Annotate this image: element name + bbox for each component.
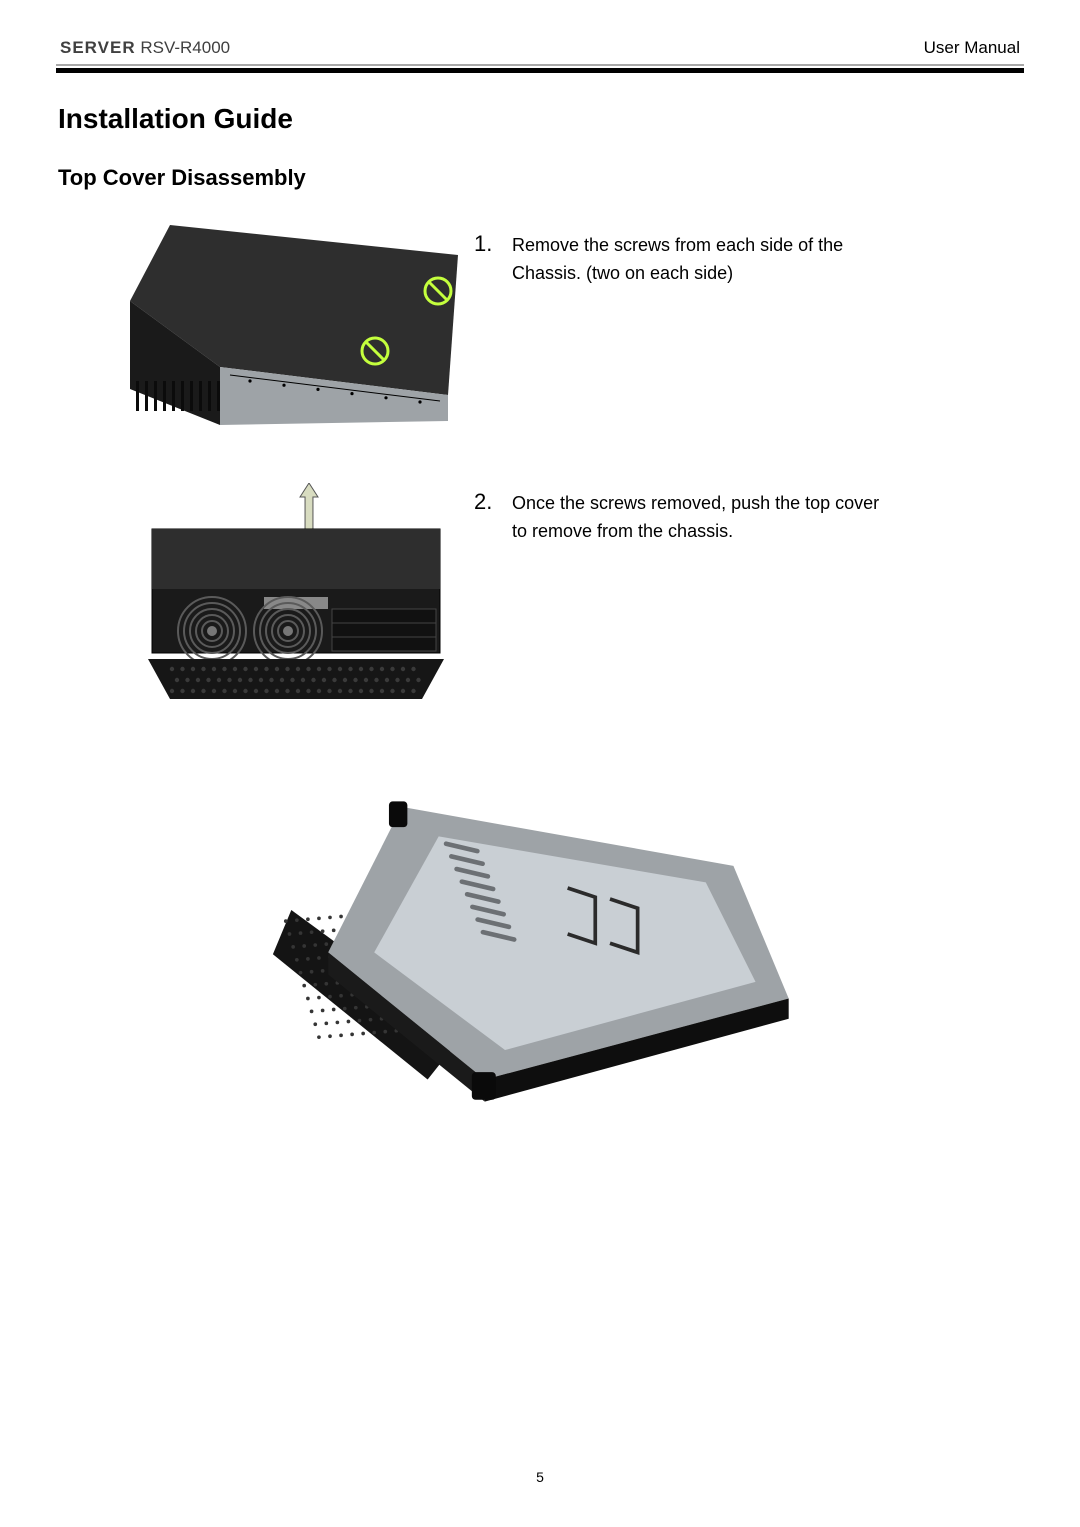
section-subtitle: Top Cover Disassembly (58, 165, 1080, 191)
header-rule-thick (56, 68, 1024, 73)
figure-2-chassis-front (148, 483, 444, 703)
header-right: User Manual (924, 38, 1020, 58)
step-2-row: 2. Once the screws removed, push the top… (0, 483, 1080, 703)
step-2-text: Once the screws removed, push the top co… (512, 489, 882, 547)
step-2-number: 2. (468, 489, 512, 547)
header-rule-thin (56, 64, 1024, 66)
header-prefix: SERVER (60, 38, 136, 57)
figure-1-chassis-side (130, 225, 458, 425)
step-1-text: Remove the screws from each side of the … (512, 231, 882, 289)
figure-3-chassis-open (270, 759, 810, 1109)
page-number: 5 (0, 1469, 1080, 1485)
step-1-number: 1. (468, 231, 512, 289)
header-model: RSV-R4000 (140, 38, 230, 57)
header-left: SERVER RSV-R4000 (60, 38, 230, 58)
step-1-row: 1. Remove the screws from each side of t… (0, 225, 1080, 425)
page-title: Installation Guide (58, 103, 1080, 135)
